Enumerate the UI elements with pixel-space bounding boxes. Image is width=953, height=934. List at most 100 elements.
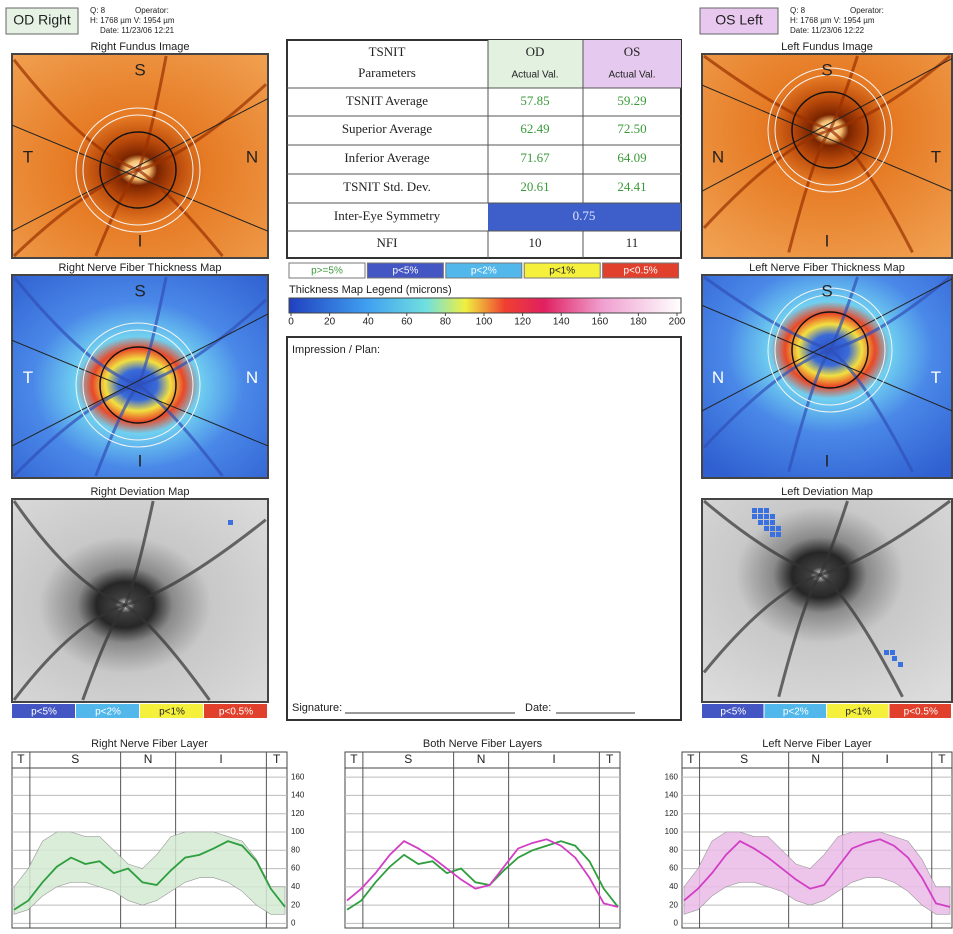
deviation-pixel (758, 514, 763, 519)
y-tick-label: 60 (291, 864, 300, 873)
legend-tick-label: 60 (401, 317, 413, 328)
section-label: S (740, 752, 748, 766)
cell-value: 20.61 (520, 179, 549, 194)
deviation-legend-label: p<0.5% (904, 707, 938, 718)
od-date: Date: 11/23/06 12:21 (100, 26, 175, 35)
quadrant-label: I (825, 451, 830, 470)
y-tick-label: 20 (291, 900, 300, 909)
significance-label: p<0.5% (623, 266, 657, 277)
legend-tick-label: 160 (591, 317, 608, 328)
date-label: Date: (525, 702, 551, 714)
y-tick-label: 20 (669, 900, 678, 909)
section-label: N (811, 752, 820, 766)
deviation-legend-label: p<0.5% (219, 707, 253, 718)
legend-tick-label: 200 (669, 317, 686, 328)
quadrant-label: I (138, 451, 143, 470)
chart-title: Both Nerve Fiber Layers (423, 738, 543, 750)
y-tick-label: 140 (665, 791, 679, 800)
y-tick-label: 100 (665, 827, 679, 836)
section-label: S (71, 752, 79, 766)
cell-value: 62.49 (520, 121, 549, 136)
significance-label: p<1% (549, 266, 575, 277)
deviation-pixel (764, 508, 769, 513)
cell-value: 10 (529, 235, 542, 250)
panel-title: Right Fundus Image (90, 41, 189, 53)
section-label: T (350, 752, 358, 766)
os-q: Q: 8 (790, 6, 806, 15)
quadrant-label: S (134, 281, 145, 300)
significance-label: p>=5% (311, 266, 343, 277)
quadrant-label: T (931, 368, 941, 387)
table-header: Actual Val. (511, 70, 558, 81)
section-label: N (144, 752, 153, 766)
row-label: Superior Average (342, 121, 433, 136)
quadrant-label: N (246, 368, 258, 387)
quadrant-label: N (712, 368, 724, 387)
section-label: T (938, 752, 946, 766)
legend-tick-label: 40 (363, 317, 375, 328)
report: OD Right Q: 8 Operator: H: 1768 µm V: 19… (0, 0, 953, 934)
cell-value: 64.09 (617, 150, 646, 165)
table-header: Actual Val. (608, 70, 655, 81)
y-tick-label: 80 (669, 845, 678, 854)
legend-tick-label: 120 (514, 317, 531, 328)
section-label: T (17, 752, 25, 766)
deviation-pixel (890, 650, 895, 655)
quadrant-label: I (825, 231, 830, 250)
od-q: Q: 8 (90, 6, 106, 15)
impression-box (287, 337, 681, 720)
deviation-legend-label: p<2% (95, 707, 121, 718)
deviation-legend-label: p<5% (720, 707, 746, 718)
legend-tick-label: 0 (288, 317, 294, 328)
deviation-pixel (770, 514, 775, 519)
row-label: TSNIT Average (346, 93, 428, 108)
deviation-legend-label: p<2% (783, 707, 809, 718)
thickness-legend-title: Thickness Map Legend (microns) (289, 284, 452, 296)
os-size: H: 1768 µm V: 1954 µm (790, 16, 875, 25)
quadrant-label: N (712, 147, 724, 166)
legend-tick-label: 140 (553, 317, 570, 328)
deviation-legend-label: p<1% (845, 707, 871, 718)
quadrant-label: T (931, 147, 941, 166)
cell-value: 0.75 (573, 208, 596, 223)
quadrant-label: T (23, 368, 33, 387)
deviation-pixel (752, 514, 757, 519)
y-tick-label: 80 (291, 845, 300, 854)
y-tick-label: 160 (291, 772, 305, 781)
deviation-pixel (764, 526, 769, 531)
y-tick-label: 0 (674, 919, 679, 928)
signature-label: Signature: (292, 702, 342, 714)
y-tick-label: 120 (665, 809, 679, 818)
table-header: OD (526, 44, 545, 59)
deviation-pixel (776, 532, 781, 537)
row-label: NFI (377, 235, 398, 250)
cell-value: 11 (626, 235, 639, 250)
row-label: TSNIT Std. Dev. (343, 179, 431, 194)
od-size: H: 1768 µm V: 1954 µm (90, 16, 175, 25)
fundus-image (12, 54, 268, 258)
row-label: Inter-Eye Symmetry (334, 208, 441, 223)
quadrant-label: T (23, 147, 33, 166)
panel-title: Left Fundus Image (781, 41, 873, 53)
deviation-legend-label: p<5% (31, 707, 57, 718)
section-label: T (273, 752, 281, 766)
quadrant-label: S (821, 281, 832, 300)
legend-tick-label: 100 (476, 317, 493, 328)
deviation-pixel (758, 520, 763, 525)
deviation-pixel (892, 656, 897, 661)
deviation-pixel (764, 520, 769, 525)
panel-title: Left Deviation Map (781, 486, 873, 498)
panel-title: Left Nerve Fiber Thickness Map (749, 262, 905, 274)
y-tick-label: 60 (669, 864, 678, 873)
section-label: N (477, 752, 486, 766)
section-label: T (606, 752, 614, 766)
table-header: OS (624, 44, 641, 59)
deviation-pixel (770, 520, 775, 525)
y-tick-label: 140 (291, 791, 305, 800)
significance-label: p<2% (471, 266, 497, 277)
deviation-pixel (898, 662, 903, 667)
thickness-color-bar (289, 298, 681, 313)
os-operator: Operator: (850, 6, 884, 15)
deviation-pixel (764, 514, 769, 519)
row-label: Inferior Average (344, 150, 430, 165)
